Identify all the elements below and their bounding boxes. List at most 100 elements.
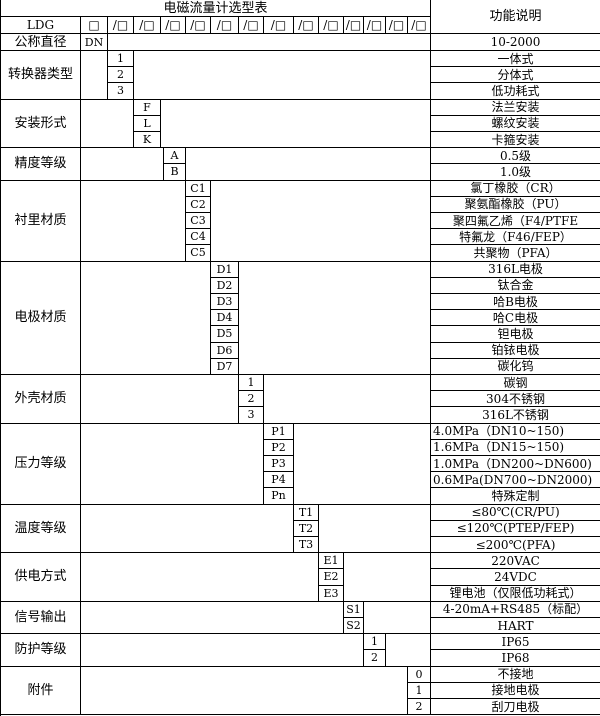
option-code: 1 — [108, 51, 134, 68]
empty-cell — [81, 51, 108, 100]
option-desc: IP68 — [431, 650, 600, 667]
option-code: P2 — [264, 439, 294, 456]
option-code: 2 — [408, 699, 431, 716]
option-code: C2 — [186, 196, 211, 213]
option-code: L — [134, 115, 161, 132]
option-desc: 钛合金 — [431, 278, 600, 294]
model-prefix: LDG — [1, 17, 81, 34]
option-code: 3 — [108, 83, 134, 100]
option-code: 3 — [239, 407, 264, 424]
empty-cell — [81, 634, 364, 667]
option-desc: ≤200℃(PFA) — [431, 537, 600, 554]
option-code: 1 — [239, 375, 264, 392]
option-desc: 分体式 — [431, 67, 600, 84]
option-code: C1 — [186, 180, 211, 197]
option-code: 2 — [364, 650, 386, 667]
model-slot: /□ — [408, 17, 431, 34]
group-label: 安装形式 — [1, 99, 81, 149]
option-code: D6 — [211, 342, 239, 359]
model-slot: /□ — [211, 17, 239, 34]
option-desc: ≤120℃(PTEP/FEP) — [431, 521, 600, 537]
group-label: 供电方式 — [1, 553, 81, 602]
option-desc: 碳化钨 — [431, 359, 600, 375]
option-desc: 1.0MPa（DN200~DN600) — [431, 456, 600, 473]
empty-cell — [294, 423, 431, 505]
option-desc: 哈C电极 — [431, 310, 600, 327]
option-desc: 氯丁橡胶（CR） — [431, 181, 600, 197]
option-desc: 4-20mA+RS485（标配） — [431, 602, 600, 618]
option-desc: 钽电极 — [431, 326, 600, 343]
option-code: D7 — [211, 358, 239, 375]
group-label: 压力等级 — [1, 423, 81, 505]
model-slot: □ — [81, 17, 108, 34]
group-label: 信号输出 — [1, 601, 81, 635]
empty-cell — [81, 261, 211, 375]
option-code: 0 — [408, 666, 431, 683]
function-header: 功能说明 — [431, 0, 600, 34]
option-desc: 不接地 — [431, 667, 600, 683]
option-desc: 一体式 — [431, 51, 600, 68]
option-desc: HART — [431, 618, 600, 635]
empty-cell — [386, 634, 431, 667]
option-desc: 24VDC — [431, 569, 600, 586]
option-desc: 共聚物（PFA） — [431, 245, 600, 262]
model-slot: /□ — [239, 17, 264, 34]
model-slot: /□ — [134, 17, 161, 34]
model-slot: /□ — [364, 17, 386, 34]
group-label: 衬里材质 — [1, 180, 81, 262]
option-desc: 316L电极 — [431, 262, 600, 278]
option-code: A — [164, 148, 186, 165]
option-code: C4 — [186, 229, 211, 246]
group-label: 精度等级 — [1, 148, 81, 181]
option-code: B — [164, 164, 186, 181]
option-code: 1 — [364, 634, 386, 651]
empty-cell — [81, 148, 164, 181]
option-desc: 刮刀电极 — [431, 699, 600, 716]
option-desc: 螺纹安装 — [431, 116, 600, 132]
empty-cell — [81, 375, 239, 424]
option-desc: 接地电极 — [431, 683, 600, 699]
empty-cell — [239, 261, 431, 375]
empty-cell — [344, 553, 431, 602]
option-desc: 220VAC — [431, 553, 600, 570]
model-slot: /□ — [294, 17, 319, 34]
empty-cell — [81, 666, 408, 716]
option-code: D3 — [211, 294, 239, 311]
option-desc: 1.6MPa（DN15~150) — [431, 440, 600, 456]
nominal-label: 公称直径 — [1, 34, 81, 51]
option-code: E2 — [319, 569, 344, 586]
empty-cell — [319, 504, 431, 554]
model-slot: /□ — [186, 17, 211, 34]
group-label: 附件 — [1, 666, 81, 716]
empty-cell — [364, 601, 431, 635]
option-desc: 304不锈钢 — [431, 391, 600, 408]
option-desc: 1.0级 — [431, 164, 600, 181]
option-code: C5 — [186, 245, 211, 262]
option-desc: 卡箍安装 — [431, 132, 600, 149]
option-desc: 哈B电极 — [431, 294, 600, 311]
option-desc: IP65 — [431, 634, 600, 651]
nominal-desc: 10-2000 — [431, 34, 600, 51]
option-code: S2 — [344, 618, 364, 635]
group-label: 转换器类型 — [1, 51, 81, 100]
empty-cell — [81, 180, 186, 262]
option-code: T1 — [294, 504, 319, 521]
option-desc: 法兰安装 — [431, 100, 600, 116]
option-desc: 316L不锈钢 — [431, 407, 600, 424]
option-code: C3 — [186, 213, 211, 230]
option-desc: 特殊定制 — [431, 488, 600, 505]
option-code: 2 — [239, 391, 264, 408]
empty-cell — [81, 99, 134, 149]
group-label: 防护等级 — [1, 634, 81, 667]
option-code: T3 — [294, 537, 319, 554]
option-code: 1 — [408, 682, 431, 699]
option-code: E1 — [319, 553, 344, 570]
option-code: K — [134, 132, 161, 149]
option-desc: 0.5级 — [431, 148, 600, 165]
empty-cell — [161, 99, 431, 149]
empty-cell — [264, 375, 431, 424]
model-slot: /□ — [386, 17, 408, 34]
model-slot: /□ — [108, 17, 134, 34]
option-desc: 低功耗式 — [431, 83, 600, 100]
empty-cell — [186, 148, 431, 181]
